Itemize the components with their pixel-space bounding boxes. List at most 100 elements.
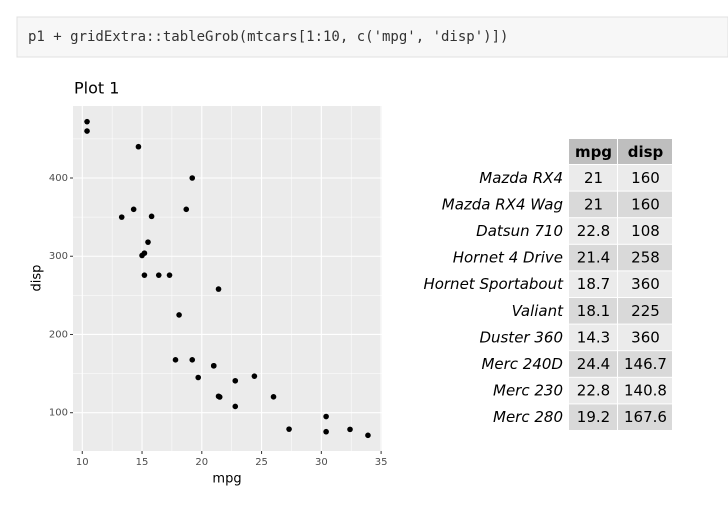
y-tick-label: 400 [49, 173, 68, 184]
cell-text: 14.3 [577, 328, 610, 346]
point [141, 272, 148, 278]
cell-bg [618, 218, 672, 244]
row-name: Hornet Sportabout [423, 275, 564, 293]
x-tick-label: 35 [375, 457, 388, 468]
point [148, 213, 155, 220]
cell-text: 108 [631, 222, 660, 240]
row-name: Mazda RX4 [479, 169, 563, 187]
cell-text: 21 [584, 195, 603, 213]
cell-text: 146.7 [624, 355, 667, 373]
cell-text: 167.6 [624, 408, 667, 426]
column-header: mpg [575, 143, 612, 161]
point [323, 428, 329, 435]
cell-text: 22.8 [577, 382, 610, 400]
cell-text: 21 [584, 169, 603, 187]
point [84, 128, 90, 134]
point [172, 357, 179, 363]
row-name: Mazda RX4 Wag [442, 195, 563, 213]
row-name: Datsun 710 [476, 222, 563, 240]
point [176, 312, 182, 318]
cell-text: 160 [631, 169, 660, 187]
cell-bg [618, 324, 672, 351]
point [365, 432, 371, 439]
point [189, 357, 196, 363]
point [215, 286, 222, 292]
point [183, 206, 190, 213]
point [215, 393, 222, 400]
code-cell[interactable] [16, 16, 728, 58]
cell-text: 360 [631, 275, 660, 293]
point [323, 413, 329, 420]
y-tick-label: 100 [49, 408, 68, 419]
cell-bg [569, 218, 617, 244]
y-axis-label: disp [30, 265, 45, 292]
point [139, 252, 145, 259]
cell-bg [618, 244, 672, 271]
panel [73, 106, 382, 451]
x-tick-label: 30 [315, 457, 328, 468]
cell-bg [618, 165, 672, 191]
code-text: p1 + gridExtra::tableGrob(mtcars[1:10, c… [28, 29, 508, 45]
cell-text: 258 [631, 249, 660, 267]
x-tick-label: 15 [136, 457, 149, 468]
cell-bg [569, 191, 617, 218]
point [166, 272, 173, 278]
cell-text: 22.8 [577, 222, 610, 240]
point [232, 403, 239, 410]
point [118, 214, 125, 220]
row-name: Duster 360 [479, 328, 563, 346]
cell-text: 18.1 [577, 302, 610, 320]
cell-bg [569, 377, 617, 404]
cell-bg [618, 298, 672, 324]
y-tick-label: 200 [49, 329, 68, 340]
cell-bg [618, 191, 672, 218]
points [84, 118, 371, 439]
cell-bg [569, 298, 617, 324]
x-tick-label: 20 [195, 457, 208, 468]
row-name: Merc 280 [493, 408, 563, 426]
cell-text: 21.4 [577, 249, 610, 267]
cell-bg [569, 244, 617, 271]
row-name: Merc 240D [481, 355, 563, 373]
cell-text: 225 [631, 302, 660, 320]
point [84, 118, 90, 125]
cell-text: 18.7 [577, 275, 610, 293]
header-cell [618, 139, 672, 164]
point [145, 239, 151, 245]
cell-bg [569, 351, 617, 377]
point [270, 394, 277, 400]
point [286, 426, 292, 432]
row-name: Valiant [512, 302, 565, 320]
point [347, 426, 353, 433]
point [232, 377, 239, 384]
cell-text: 19.2 [577, 408, 610, 426]
point [251, 373, 258, 379]
row-name: Hornet 4 Drive [453, 249, 563, 267]
point [189, 175, 196, 181]
cell-bg [569, 404, 617, 430]
x-tick-label: 10 [76, 457, 89, 468]
y-tick-label: 300 [49, 251, 68, 262]
x-tick-label: 25 [255, 457, 268, 468]
point [135, 143, 142, 150]
cell-text: 160 [631, 195, 660, 213]
cell-bg [569, 271, 617, 297]
row-name: Merc 230 [493, 382, 563, 400]
cell-text: 24.4 [577, 355, 610, 373]
chart-title: Plot 1 [74, 79, 119, 98]
point [195, 374, 202, 381]
point [130, 206, 137, 213]
header-cell [569, 139, 617, 164]
cell-bg [618, 351, 672, 377]
column-header: disp [628, 143, 664, 161]
cell-bg [618, 271, 672, 297]
point [210, 362, 217, 369]
x-axis-label: mpg [212, 472, 241, 487]
cell-bg [618, 404, 672, 430]
cell-text: 140.8 [624, 382, 667, 400]
cell-bg [618, 377, 672, 404]
cell-bg [569, 165, 617, 191]
point [155, 272, 162, 278]
table: mpg disp Mazda RX4 21 160 Mazda RX4 Wag 21 160 D… [423, 139, 672, 430]
